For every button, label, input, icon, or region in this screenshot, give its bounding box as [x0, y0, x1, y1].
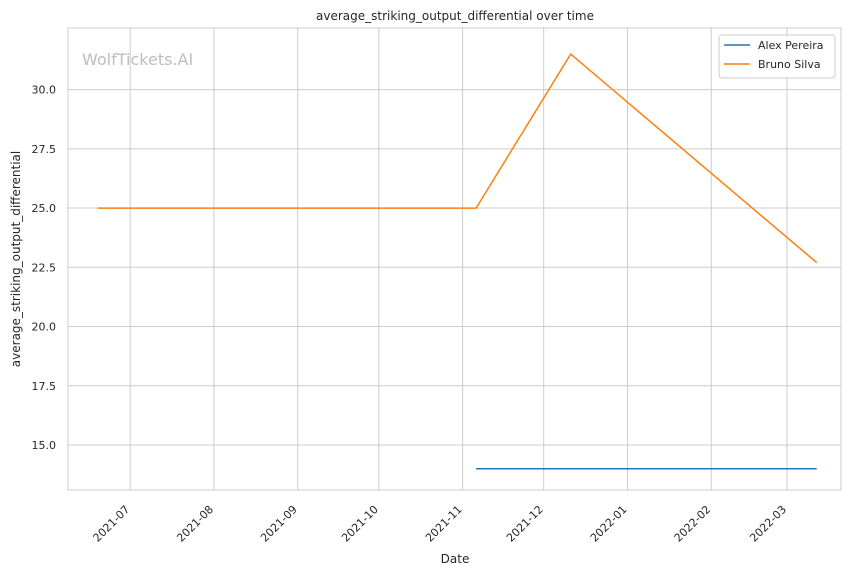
y-tick-label: 15.0 — [32, 439, 57, 452]
y-tick-label: 20.0 — [32, 321, 57, 334]
y-tick-label: 22.5 — [32, 261, 57, 274]
legend: Alex Pereira Bruno Silva — [718, 34, 836, 79]
y-tick-label: 25.0 — [32, 202, 57, 215]
x-axis-label: Date — [441, 552, 470, 566]
watermark: WolfTickets.AI — [82, 50, 193, 69]
series-layer — [97, 53, 818, 470]
legend-label-alex-pereira: Alex Pereira — [758, 39, 824, 52]
chart-title: average_striking_output_differential ove… — [316, 9, 594, 23]
legend-label-bruno-silva: Bruno Silva — [758, 58, 821, 71]
series-line-bruno-silva — [97, 53, 818, 264]
y-tick-label: 27.5 — [32, 143, 57, 156]
y-tick-label: 30.0 — [32, 84, 57, 97]
plot-area — [67, 27, 842, 491]
y-tick-label: 17.5 — [32, 380, 57, 393]
y-axis-label: average_striking_output_differential — [9, 151, 23, 367]
y-axis: 15.0 17.5 20.0 22.5 25.0 27.5 30.0 — [32, 84, 57, 452]
